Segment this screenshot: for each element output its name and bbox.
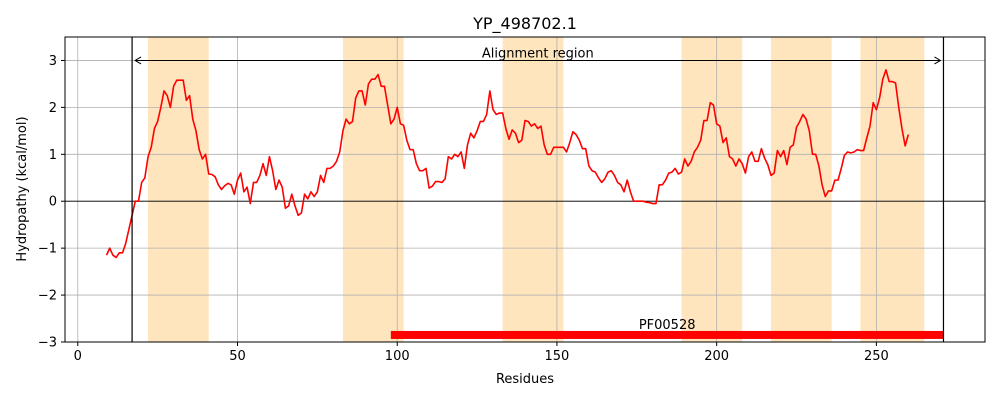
domain-bar — [390, 330, 944, 339]
x-tick-label: 250 — [864, 349, 889, 364]
hydropathy-series — [105, 69, 910, 259]
highlight-region-6 — [860, 37, 925, 342]
alignment-annotation: Alignment region — [131, 37, 945, 342]
y-tick-label: 1 — [49, 148, 57, 163]
plot-frame — [64, 36, 986, 343]
y-axis-title: Hydropathy (kcal/mol) — [15, 116, 30, 261]
highlight-region-1 — [148, 37, 209, 342]
alignment-region-label: Alignment region — [482, 46, 594, 61]
x-tick-label: 100 — [385, 349, 410, 364]
domain-annotation: PF00528 — [390, 318, 944, 339]
domain-label: PF00528 — [639, 318, 696, 333]
x-tick-label: 0 — [74, 349, 82, 364]
y-tick-label: 0 — [49, 195, 57, 210]
highlight-region-2 — [342, 37, 404, 342]
chart-title: YP_498702.1 — [472, 14, 577, 34]
highlight-region-3 — [502, 37, 564, 342]
highlight-region-4 — [681, 37, 743, 342]
y-tick-label: 3 — [49, 54, 57, 69]
x-tick-label: 200 — [704, 349, 729, 364]
axes: 0 50 100 150 200 250 −3 −2 −1 0 1 2 3 — [38, 36, 986, 364]
alignment-arrow-right-head — [934, 56, 942, 65]
y-tick-label: −1 — [38, 242, 57, 257]
y-tick-label: 2 — [49, 101, 57, 116]
x-tick-label: 50 — [229, 349, 246, 364]
hydropathy-line — [105, 69, 910, 259]
alignment-arrow-left-head — [134, 56, 142, 65]
highlight-region-5 — [770, 37, 832, 342]
x-axis-title: Residues — [496, 372, 554, 387]
y-tick-label: −3 — [38, 336, 57, 351]
y-tick-label: −2 — [38, 289, 57, 304]
highlight-regions — [148, 37, 925, 342]
x-tick-label: 150 — [545, 349, 570, 364]
